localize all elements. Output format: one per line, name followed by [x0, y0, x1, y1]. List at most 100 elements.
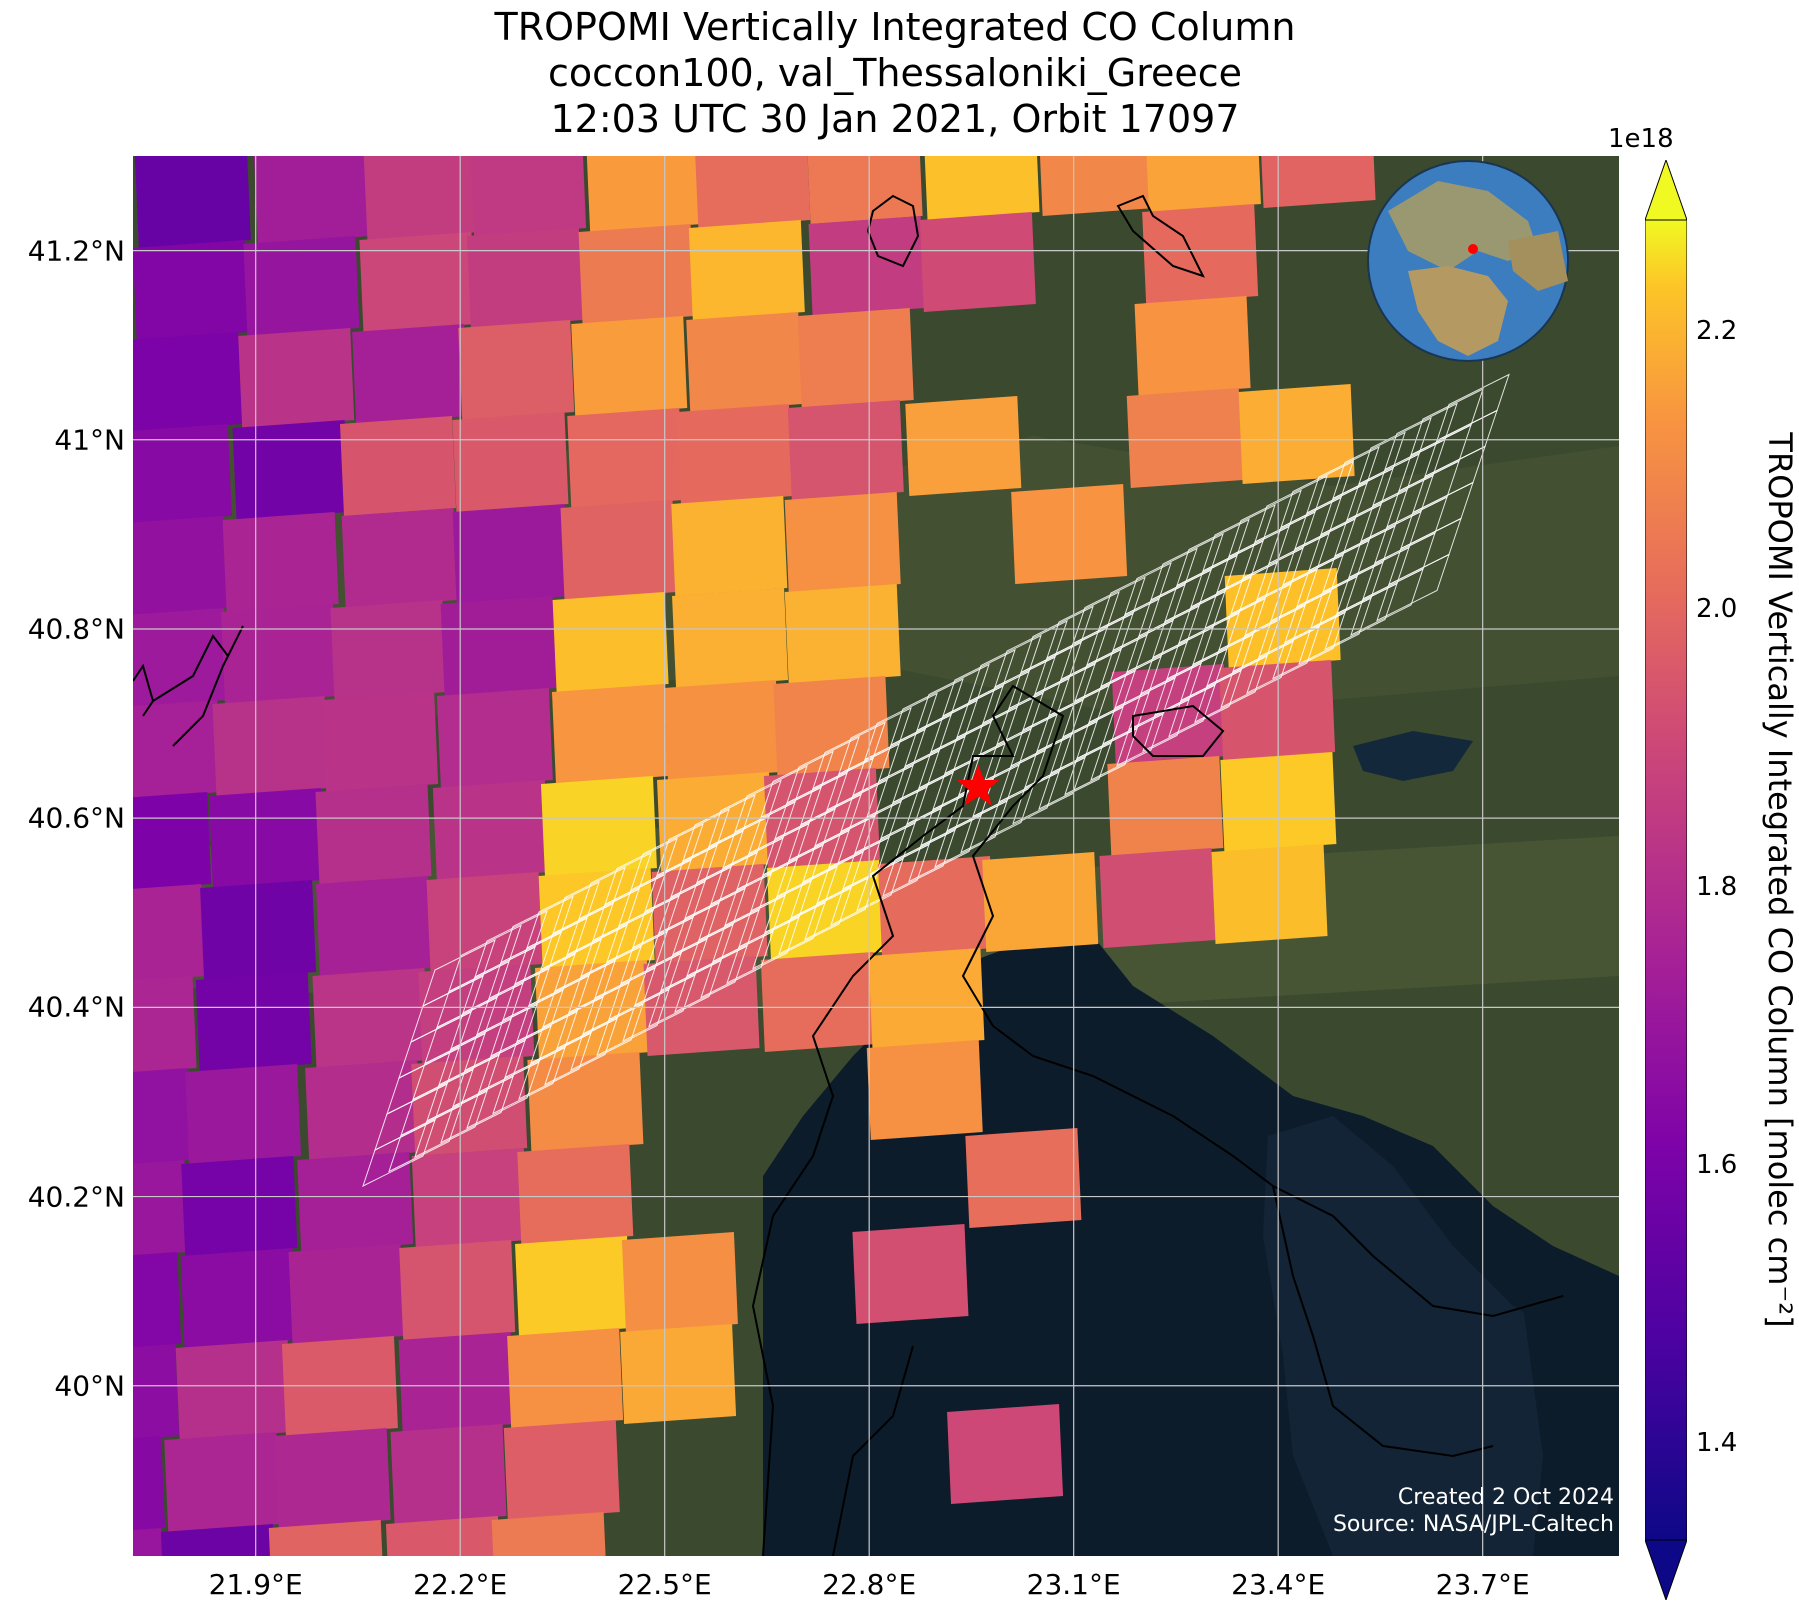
title-line-3: 12:03 UTC 30 Jan 2021, Orbit 17097: [550, 97, 1240, 141]
co-pixel: [527, 1052, 644, 1152]
co-pixel: [238, 328, 355, 428]
co-pixel: [359, 232, 476, 332]
fov-footprint: [1098, 562, 1172, 630]
fov-footprint: [1254, 475, 1328, 543]
lake-outline: [133, 625, 244, 747]
co-pixel: [133, 1160, 189, 1256]
co-pixel: [797, 308, 914, 408]
co-pixel: [297, 1152, 414, 1252]
coastline: [751, 684, 1494, 1556]
co-pixel: [195, 972, 312, 1072]
fov-footprint: [1280, 460, 1354, 529]
co-pixel: [200, 880, 317, 980]
co-pixel: [808, 216, 925, 316]
co-pixel: [1134, 296, 1251, 396]
fov-footprint: [968, 634, 1042, 703]
co-pixel: [208, 788, 325, 888]
co-pixel: [1211, 844, 1328, 944]
co-pixel: [133, 976, 197, 1073]
colorbar-tick-label: 1.4: [1696, 1427, 1738, 1458]
fov-footprint: [942, 649, 1016, 717]
fov-footprint: [1228, 489, 1302, 558]
co-pixel: [254, 156, 370, 244]
co-pixel: [1011, 484, 1128, 584]
fov-footprint: [604, 837, 678, 906]
co-pixel: [1111, 664, 1228, 764]
fov-footprint: [578, 852, 652, 920]
lon-tick-label: 23.1°E: [1026, 1568, 1121, 1601]
co-pixel-layer: [133, 156, 1376, 1556]
co-pixel: [133, 700, 222, 799]
co-pixel: [552, 592, 669, 692]
co-pixel: [164, 1432, 281, 1532]
co-pixel: [1107, 756, 1224, 856]
credit-date: Created 2 Oct 2024: [1397, 1485, 1614, 1510]
co-pixel: [133, 792, 212, 890]
globe-land-europe: [1388, 181, 1538, 271]
lake-volvi: [1353, 731, 1473, 781]
lake-outline: [1132, 704, 1225, 757]
co-pixel: [571, 316, 688, 416]
co-pixel: [175, 1340, 292, 1440]
lon-tick-label: 21.9°E: [208, 1568, 303, 1601]
map-canvas: [133, 156, 1619, 1556]
co-pixel: [315, 784, 432, 884]
colorbar-tick-label: 1.8: [1696, 871, 1738, 902]
lat-tick-label: 40.4°N: [27, 990, 125, 1024]
co-pixel: [784, 492, 901, 592]
fov-footprint: [1020, 605, 1094, 674]
co-pixel: [268, 1520, 383, 1556]
co-pixel: [133, 240, 249, 340]
fov-footprint: [994, 620, 1068, 688]
co-pixel: [919, 212, 1036, 312]
co-pixel: [1224, 568, 1341, 668]
co-pixel: [133, 1528, 163, 1556]
co-pixel: [243, 236, 360, 336]
coastline: [1272, 1185, 1564, 1318]
co-pixel: [672, 588, 789, 688]
title-line-2: coccon100, val_Thessaloniki_Greece: [547, 51, 1243, 95]
fov-footprint: [422, 939, 496, 1007]
fov-footprint: [760, 750, 834, 819]
colorbar-tick-label: 2.0: [1696, 594, 1738, 625]
fov-footprint: [474, 910, 548, 978]
co-pixel: [133, 424, 232, 524]
globe-marker: [1468, 244, 1478, 254]
co-pixel: [440, 596, 557, 696]
lat-tick-label: 40.2°N: [27, 1180, 125, 1214]
lake-outline: [1116, 194, 1205, 278]
colorbar-label: TROPOMI Vertically Integrated CO Column …: [1761, 432, 1799, 1328]
lat-tick-label: 41.2°N: [27, 234, 125, 268]
co-pixel: [787, 400, 904, 500]
co-pixel: [363, 156, 480, 240]
co-pixel: [1219, 660, 1336, 760]
lat-tick-label: 40.6°N: [27, 801, 125, 835]
colorbar-extend-min: [1645, 1539, 1687, 1600]
lon-tick-label: 22.8°E: [822, 1568, 917, 1601]
co-pixel: [947, 1404, 1064, 1504]
co-pixel: [905, 396, 1022, 496]
colorbar: [1645, 160, 1687, 1600]
coastline-layer: [133, 194, 1564, 1556]
co-pixel: [352, 324, 469, 424]
fov-footprint: [552, 866, 626, 935]
fov-footprint: [1176, 518, 1250, 587]
lat-tick-label: 40.8°N: [27, 612, 125, 646]
fov-footprint: [526, 881, 600, 949]
map-panel: [133, 156, 1619, 1556]
lon-tick-label: 23.7°E: [1435, 1568, 1530, 1601]
lat-tick-label: 40°N: [54, 1369, 125, 1403]
co-pixel: [1126, 388, 1243, 488]
co-pixel: [185, 1064, 302, 1164]
co-pixel: [133, 1344, 180, 1440]
co-pixel: [686, 312, 803, 412]
fov-footprint: [734, 765, 808, 833]
fov-footprint: [838, 707, 912, 775]
colorbar-tick-label: 1.6: [1696, 1149, 1738, 1180]
co-pixel: [1099, 848, 1216, 948]
sea-toroneos-gulf: [1263, 1116, 1619, 1556]
co-pixel: [586, 156, 703, 232]
co-pixel: [133, 608, 229, 707]
co-pixel: [452, 412, 569, 512]
fov-footprint: [1436, 373, 1510, 442]
